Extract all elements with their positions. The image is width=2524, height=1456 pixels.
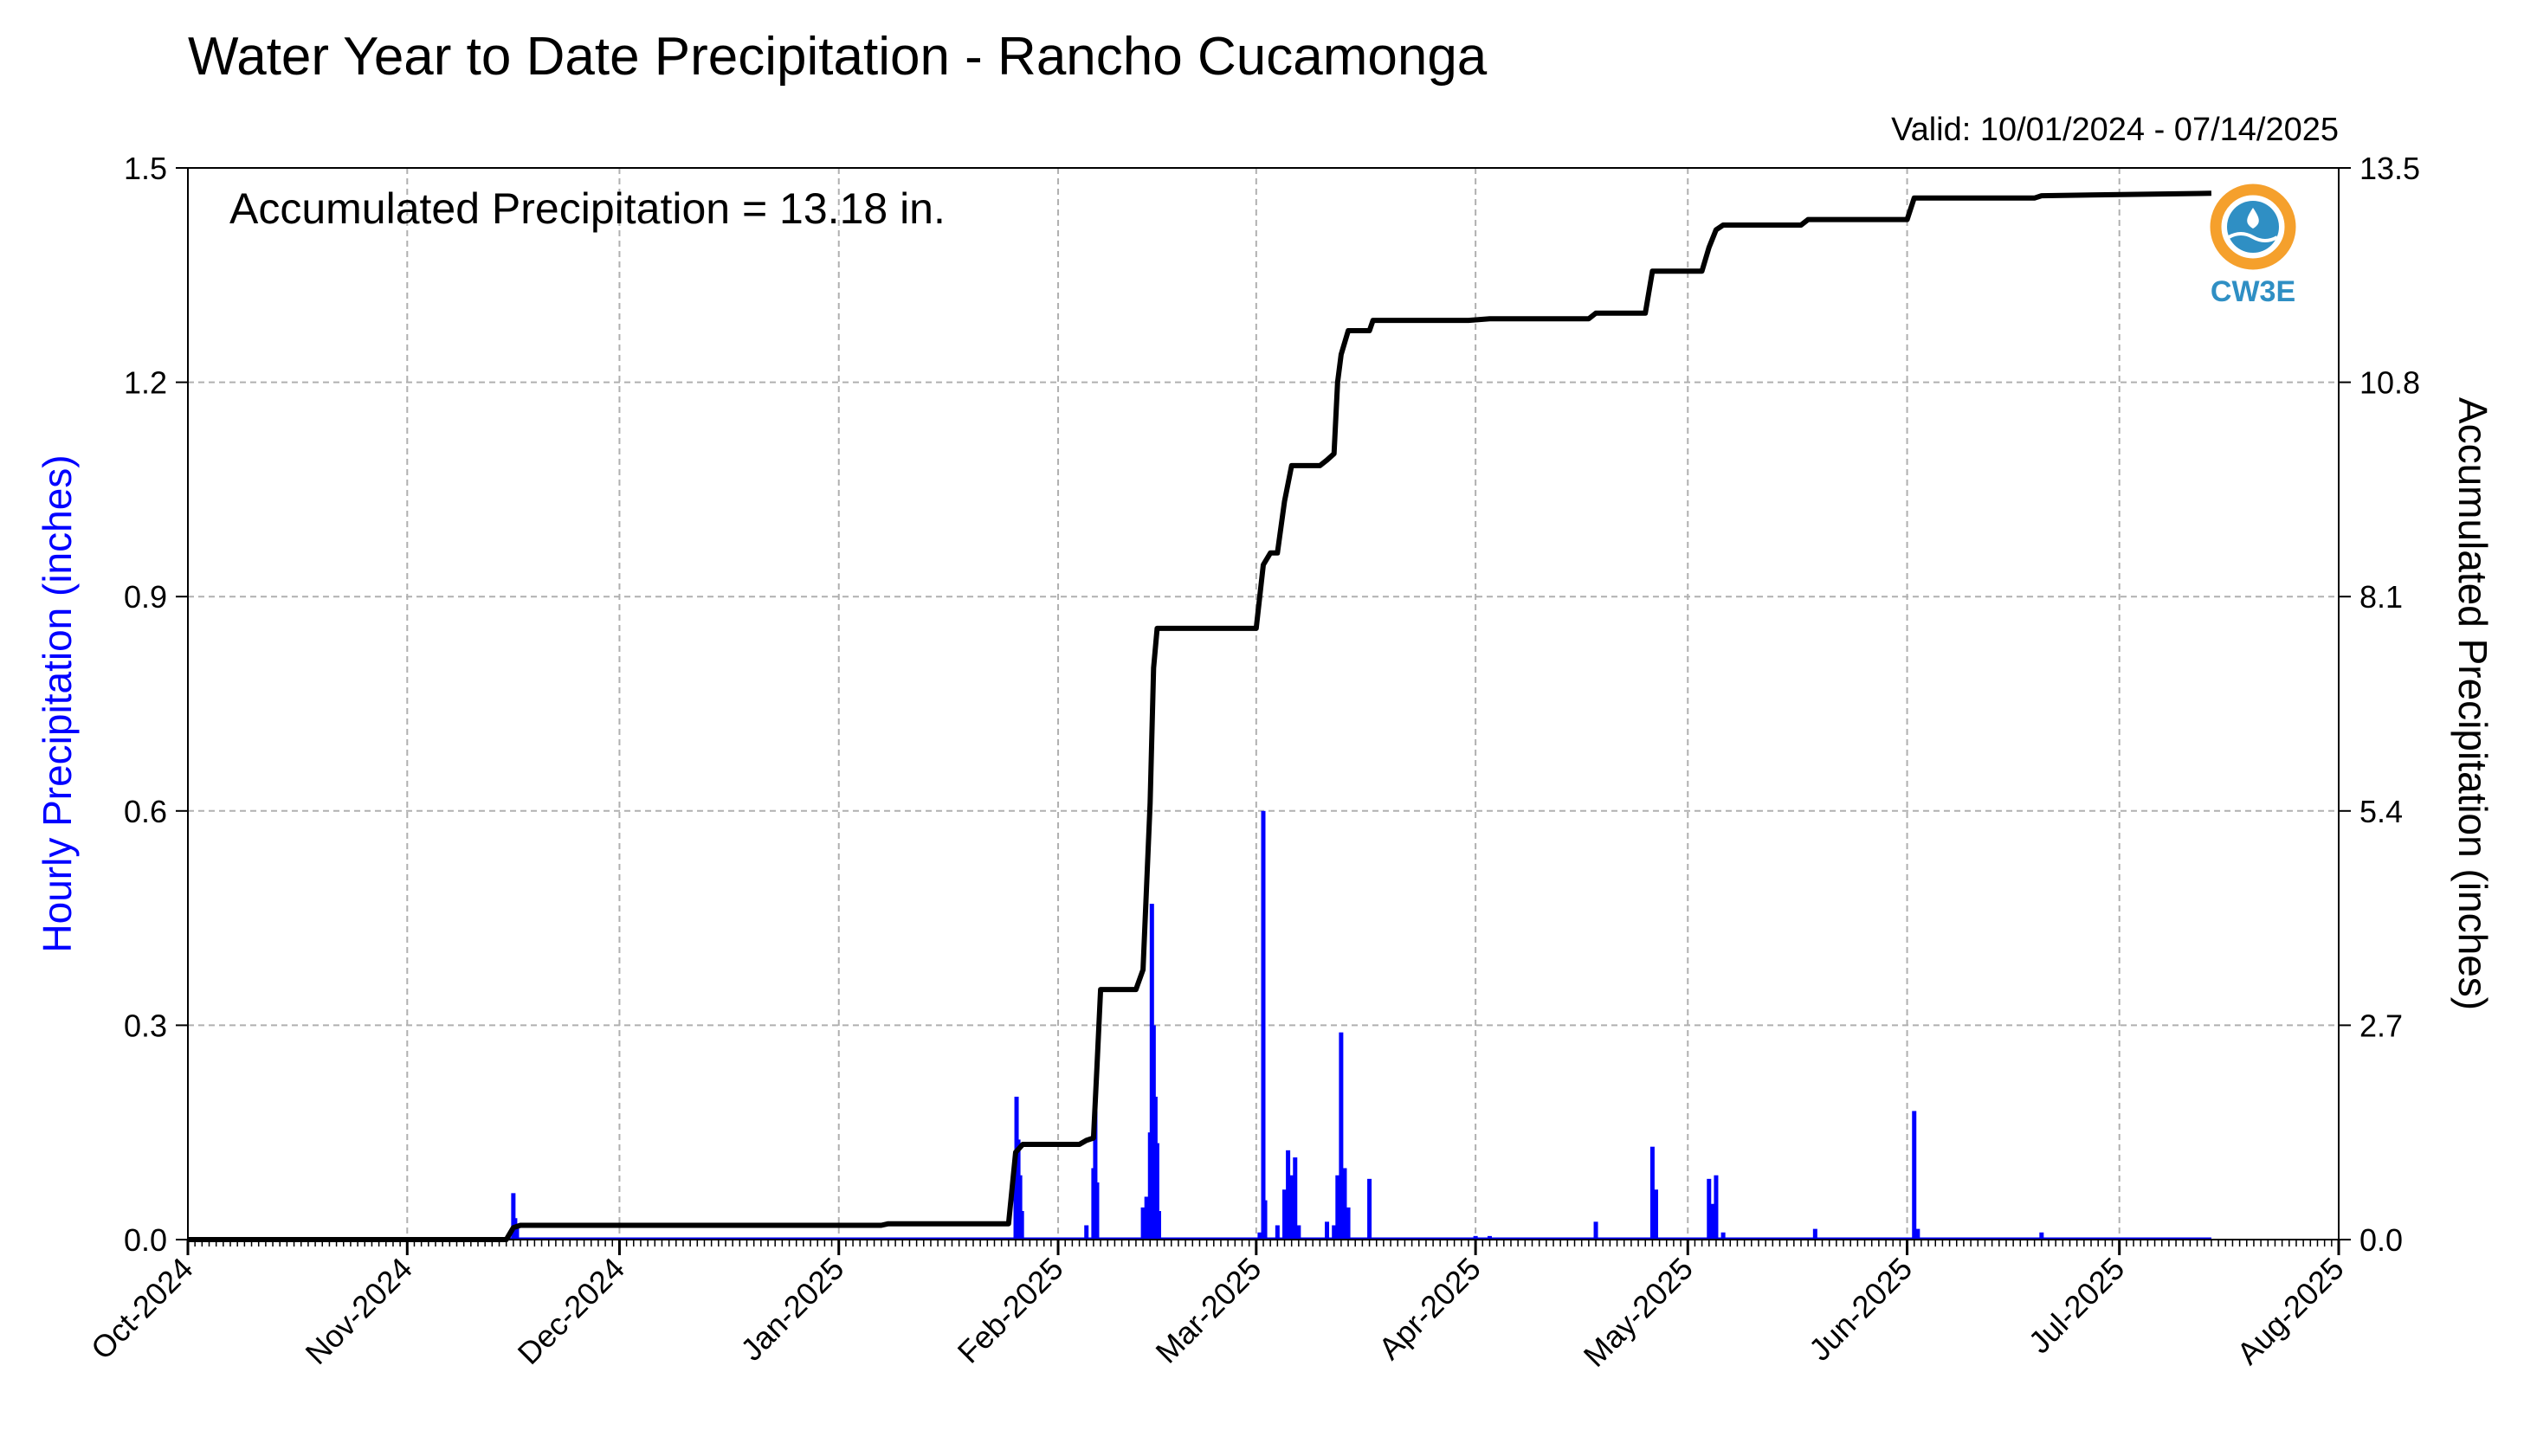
right-y-tick-label: 13.5 [2359, 151, 2420, 186]
hourly-bar [1275, 1225, 1280, 1240]
logo-text: CW3E [2211, 275, 2295, 308]
hourly-bar [1282, 1189, 1288, 1240]
x-tick-label: Jul-2025 [2022, 1251, 2132, 1361]
right-y-tick-label: 8.1 [2359, 579, 2403, 615]
right-y-tick-label: 0.0 [2359, 1222, 2403, 1258]
hourly-bar [1342, 1168, 1347, 1240]
x-tick-label: Apr-2025 [1372, 1251, 1488, 1367]
hourly-bar [1140, 1207, 1146, 1240]
hourly-bar [1473, 1235, 1478, 1240]
hourly-bar [1019, 1210, 1024, 1240]
hourly-bar [1084, 1225, 1089, 1240]
hourly-bar [1710, 1203, 1715, 1240]
hourly-bar [1257, 1232, 1262, 1240]
hourly-bar [1093, 1111, 1098, 1240]
left-y-tick-label: 0.3 [124, 1008, 167, 1043]
valid-range: Valid: 10/01/2024 - 07/14/2025 [1891, 112, 2339, 148]
left-axis-label: Hourly Precipitation (inches) [35, 454, 80, 952]
axis-ticks: 0.0 0.3 0.6 0.9 1.2 1.5 0.0 2.7 5.4 8.1 10.8 13.5 Oc… [84, 151, 2420, 1374]
hourly-bar [1714, 1175, 1719, 1240]
cw3e-logo: CW3E [2210, 184, 2296, 308]
hourly-bar [1339, 1032, 1344, 1240]
left-y-tick-label: 1.5 [124, 151, 167, 186]
accumulated-line [188, 190, 2211, 1242]
hourly-bar [1707, 1178, 1712, 1240]
hourly-bar [1367, 1178, 1372, 1240]
hourly-bar [1915, 1228, 1920, 1240]
hourly-bar [1487, 1235, 1492, 1240]
left-y-tick-label: 0.0 [124, 1222, 167, 1258]
hourly-bar [1017, 1175, 1023, 1240]
hourly-bar [1812, 1228, 1817, 1240]
hourly-bar [1261, 810, 1266, 1240]
logo-drop-icon [2247, 208, 2259, 229]
x-tick-label: May-2025 [1577, 1251, 1700, 1374]
x-tick-label: Feb-2025 [951, 1251, 1070, 1370]
hourly-bar [1094, 1182, 1100, 1240]
left-y-tick-label: 0.6 [124, 794, 167, 829]
hourly-bar [514, 1225, 520, 1240]
x-tick-label: Aug-2025 [2230, 1251, 2350, 1371]
chart-title: Water Year to Date Precipitation - Ranch… [188, 27, 1488, 87]
x-tick-label: Mar-2025 [1149, 1251, 1268, 1370]
logo-wave-icon [2228, 232, 2278, 242]
x-tick-label: Dec-2024 [511, 1251, 631, 1371]
hourly-bar [1912, 1111, 1917, 1240]
hourly-bar [1262, 1200, 1268, 1240]
hourly-bar [1649, 1146, 1655, 1240]
accumulated-total-annotation: Accumulated Precipitation = 13.18 in. [229, 184, 946, 233]
right-axis-label: Accumulated Precipitation (inches) [2450, 397, 2495, 1010]
hourly-bar [1335, 1175, 1340, 1240]
x-tick-label: Oct-2024 [84, 1251, 200, 1367]
hourly-bar [1293, 1157, 1298, 1240]
hourly-bar [1296, 1225, 1301, 1240]
hourly-bar [511, 1193, 516, 1240]
hourly-bar [1289, 1175, 1294, 1240]
hourly-bar [1332, 1225, 1337, 1240]
hourly-bar [1720, 1232, 1726, 1240]
x-tick-label: Nov-2024 [299, 1251, 419, 1371]
hourly-bar [1653, 1189, 1658, 1240]
hourly-bar [1325, 1221, 1330, 1240]
right-y-tick-label: 2.7 [2359, 1008, 2403, 1043]
hourly-bar [1144, 1196, 1149, 1240]
x-tick-label: Jan-2025 [733, 1251, 850, 1368]
left-y-tick-label: 1.2 [124, 365, 167, 401]
left-y-tick-label: 0.9 [124, 579, 167, 615]
hourly-bar [1593, 1221, 1598, 1240]
hourly-bar [2039, 1232, 2044, 1240]
logo-ring-icon [2210, 184, 2296, 270]
right-y-tick-label: 10.8 [2359, 365, 2420, 401]
x-tick-label: Jun-2025 [1802, 1251, 1919, 1368]
hourly-bar [1154, 1143, 1159, 1240]
hourly-bar [1156, 1210, 1161, 1240]
grid-lines [188, 168, 2339, 1240]
right-y-tick-label: 5.4 [2359, 794, 2403, 829]
hourly-bar [1286, 1150, 1291, 1240]
hourly-bar [1346, 1207, 1351, 1240]
accumulated-line-layer [188, 190, 2211, 1242]
